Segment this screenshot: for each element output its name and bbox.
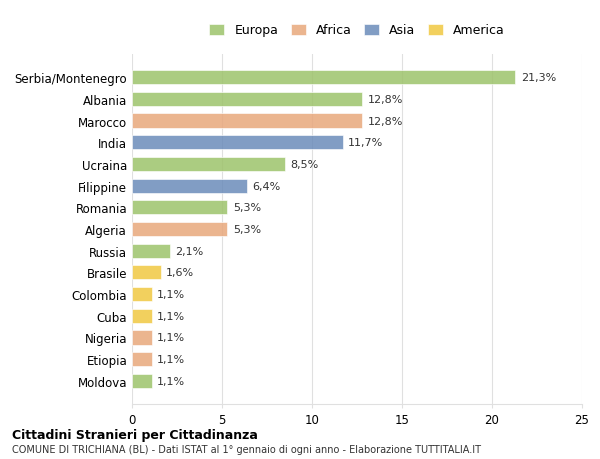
Text: 21,3%: 21,3% xyxy=(521,73,556,83)
Bar xyxy=(132,201,227,215)
Text: 1,1%: 1,1% xyxy=(157,311,185,321)
Text: 6,4%: 6,4% xyxy=(253,181,281,191)
Bar xyxy=(132,309,152,323)
Text: 2,1%: 2,1% xyxy=(175,246,203,256)
Text: 12,8%: 12,8% xyxy=(368,116,403,126)
Text: 12,8%: 12,8% xyxy=(368,95,403,105)
Bar xyxy=(132,223,227,236)
Bar xyxy=(132,71,515,85)
Bar xyxy=(132,157,285,172)
Bar xyxy=(132,330,152,345)
Bar xyxy=(132,244,170,258)
Bar xyxy=(132,374,152,388)
Text: 5,3%: 5,3% xyxy=(233,224,261,235)
Text: 1,1%: 1,1% xyxy=(157,333,185,343)
Bar xyxy=(132,179,247,193)
Legend: Europa, Africa, Asia, America: Europa, Africa, Asia, America xyxy=(205,19,509,42)
Bar xyxy=(132,114,362,129)
Bar xyxy=(132,266,161,280)
Text: 8,5%: 8,5% xyxy=(290,160,319,169)
Text: 5,3%: 5,3% xyxy=(233,203,261,213)
Bar xyxy=(132,353,152,366)
Bar xyxy=(132,136,343,150)
Text: 1,1%: 1,1% xyxy=(157,290,185,299)
Text: 1,1%: 1,1% xyxy=(157,354,185,364)
Text: 11,7%: 11,7% xyxy=(348,138,383,148)
Text: 1,6%: 1,6% xyxy=(166,268,194,278)
Bar xyxy=(132,93,362,106)
Text: COMUNE DI TRICHIANA (BL) - Dati ISTAT al 1° gennaio di ogni anno - Elaborazione : COMUNE DI TRICHIANA (BL) - Dati ISTAT al… xyxy=(12,444,481,454)
Bar xyxy=(132,287,152,302)
Text: Cittadini Stranieri per Cittadinanza: Cittadini Stranieri per Cittadinanza xyxy=(12,428,258,442)
Text: 1,1%: 1,1% xyxy=(157,376,185,386)
